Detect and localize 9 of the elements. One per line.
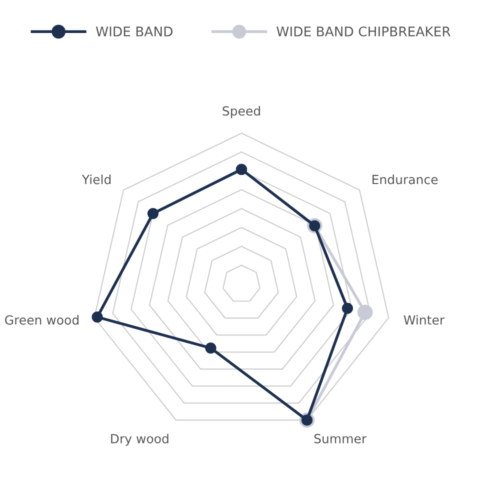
legend-label: WIDE BAND: [96, 26, 172, 36]
spoke-label: Speed: [222, 106, 260, 118]
spoke-label: Yield: [82, 174, 111, 184]
spoke-label: Winter: [404, 315, 445, 325]
spoke-label: Dry wood: [111, 434, 168, 446]
legend-label: WIDE BAND CHIPBREAKER: [276, 26, 450, 36]
spoke-label: Green wood: [5, 315, 78, 325]
spoke-label: Endurance: [372, 174, 438, 184]
spoke-label: Summer: [314, 434, 367, 444]
